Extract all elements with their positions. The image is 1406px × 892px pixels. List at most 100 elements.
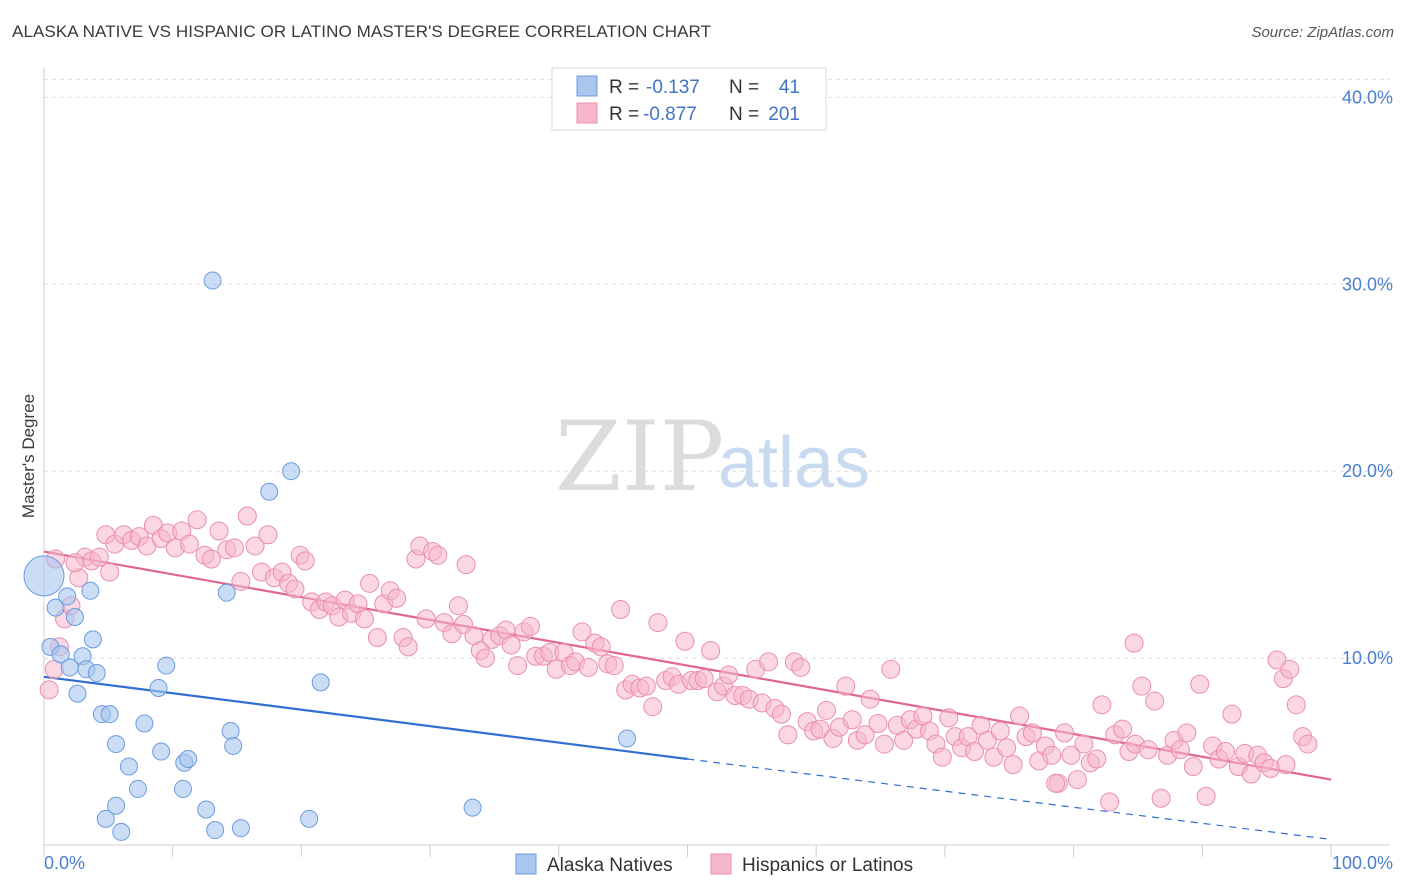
data-point-hispanics: [237, 506, 257, 526]
data-point-alaska: [96, 809, 115, 828]
data-point-hispanics: [1061, 745, 1081, 765]
data-point-hispanics: [209, 521, 229, 541]
data-point-hispanics: [1074, 734, 1094, 754]
data-point-hispanics: [501, 635, 521, 655]
data-point-hispanics: [258, 525, 278, 545]
data-point-hispanics: [836, 676, 856, 696]
data-point-alaska: [65, 607, 84, 626]
data-point-hispanics: [1092, 695, 1112, 715]
data-point-hispanics: [1113, 719, 1133, 739]
data-point-hispanics: [719, 665, 739, 685]
data-point-hispanics: [874, 734, 894, 754]
data-point-hispanics: [816, 700, 836, 720]
data-point-hispanics: [1022, 723, 1042, 743]
data-point-hispanics: [100, 562, 120, 582]
data-point-alaska: [100, 705, 119, 724]
data-point-alaska: [107, 796, 126, 815]
data-point-hispanics: [860, 689, 880, 709]
data-point-hispanics: [578, 657, 598, 677]
data-point-alaska: [46, 598, 65, 617]
data-point-alaska: [128, 779, 147, 798]
data-point-alaska: [300, 809, 319, 828]
chart-title: ALASKA NATIVE VS HISPANIC OR LATINO MAST…: [12, 22, 712, 41]
data-point-hispanics: [881, 659, 901, 679]
data-point-hispanics: [475, 648, 495, 668]
x-tick-label: 0.0%: [44, 853, 85, 873]
data-point-alaska: [311, 673, 330, 692]
data-point-hispanics: [1183, 757, 1203, 776]
data-point-hispanics: [810, 719, 830, 739]
y-axis-label: Master's Degree: [19, 394, 38, 518]
data-point-alaska: [217, 583, 236, 602]
data-point-alaska: [282, 462, 301, 481]
data-point-alaska: [149, 679, 168, 697]
data-point-alaska: [463, 798, 482, 817]
data-point-hispanics: [179, 534, 199, 554]
y-tick-label: 10.0%: [1342, 648, 1393, 668]
data-point-alaska: [23, 555, 65, 597]
data-point-hispanics: [855, 725, 875, 745]
data-point-hispanics: [1124, 633, 1144, 653]
data-point-hispanics: [387, 588, 407, 608]
data-point-alaska: [135, 714, 154, 733]
data-point-alaska: [157, 656, 176, 675]
data-point-hispanics: [771, 704, 791, 724]
grid-lines: [44, 78, 1390, 659]
data-point-hispanics: [1177, 723, 1197, 743]
y-tick-label: 30.0%: [1342, 274, 1393, 294]
source-label: Source: ZipAtlas.com: [1251, 24, 1394, 41]
data-point-alaska: [197, 800, 216, 819]
data-point-hispanics: [984, 747, 1004, 767]
data-point-alaska: [203, 271, 222, 290]
data-point-hispanics: [778, 725, 798, 745]
data-point-hispanics: [643, 697, 663, 717]
data-point-hispanics: [245, 536, 265, 556]
data-point-hispanics: [1276, 755, 1296, 775]
data-point-alaska: [87, 664, 106, 683]
data-point-hispanics: [367, 628, 387, 648]
trend-line-alaska-extension: [687, 758, 1332, 840]
data-point-hispanics: [65, 553, 85, 573]
legend-r-label: R =: [609, 77, 639, 98]
legend-n-label: N =: [729, 77, 759, 98]
data-point-alaska: [173, 779, 192, 798]
data-point-hispanics: [1170, 740, 1190, 760]
data-point-hispanics: [1286, 695, 1306, 715]
data-point-hispanics: [1196, 786, 1216, 806]
data-point-hispanics: [1087, 749, 1107, 769]
legend-swatch-blue: [576, 75, 598, 97]
data-point-alaska: [83, 630, 102, 649]
legend-stats: R = -0.137 N = 41 R = -0.877 N = 201: [551, 67, 827, 131]
data-point-hispanics: [1010, 706, 1030, 726]
data-point-alaska: [206, 821, 225, 840]
y-tick-label: 20.0%: [1342, 461, 1393, 481]
data-point-hispanics: [360, 573, 380, 593]
legend-n-value: 201: [768, 104, 800, 125]
data-point-hispanics: [1100, 792, 1120, 812]
data-point-hispanics: [428, 545, 448, 565]
data-point-alaska: [107, 735, 126, 754]
data-point-hispanics: [791, 657, 811, 677]
data-point-hispanics: [39, 680, 59, 700]
data-point-hispanics: [89, 547, 109, 567]
data-point-hispanics: [416, 609, 436, 629]
axes: [43, 68, 1390, 857]
watermark: ZIP atlas: [555, 401, 870, 513]
data-point-hispanics: [354, 609, 374, 629]
data-point-hispanics: [1067, 770, 1087, 790]
data-point-hispanics: [1298, 734, 1318, 754]
data-point-hispanics: [1280, 659, 1300, 679]
data-point-hispanics: [939, 708, 959, 728]
data-point-hispanics: [1132, 676, 1152, 696]
data-point-alaska: [618, 729, 637, 748]
legend-series: Alaska Natives Hispanics or Latinos: [515, 853, 913, 876]
data-point-alaska: [179, 750, 198, 769]
data-point-hispanics: [701, 641, 721, 661]
data-point-alaska: [68, 684, 87, 703]
data-point-hispanics: [1241, 764, 1261, 784]
data-point-hispanics: [868, 714, 888, 734]
data-point-hispanics: [285, 579, 305, 599]
data-point-hispanics: [894, 730, 914, 750]
legend-r-value: -0.877: [643, 104, 697, 125]
